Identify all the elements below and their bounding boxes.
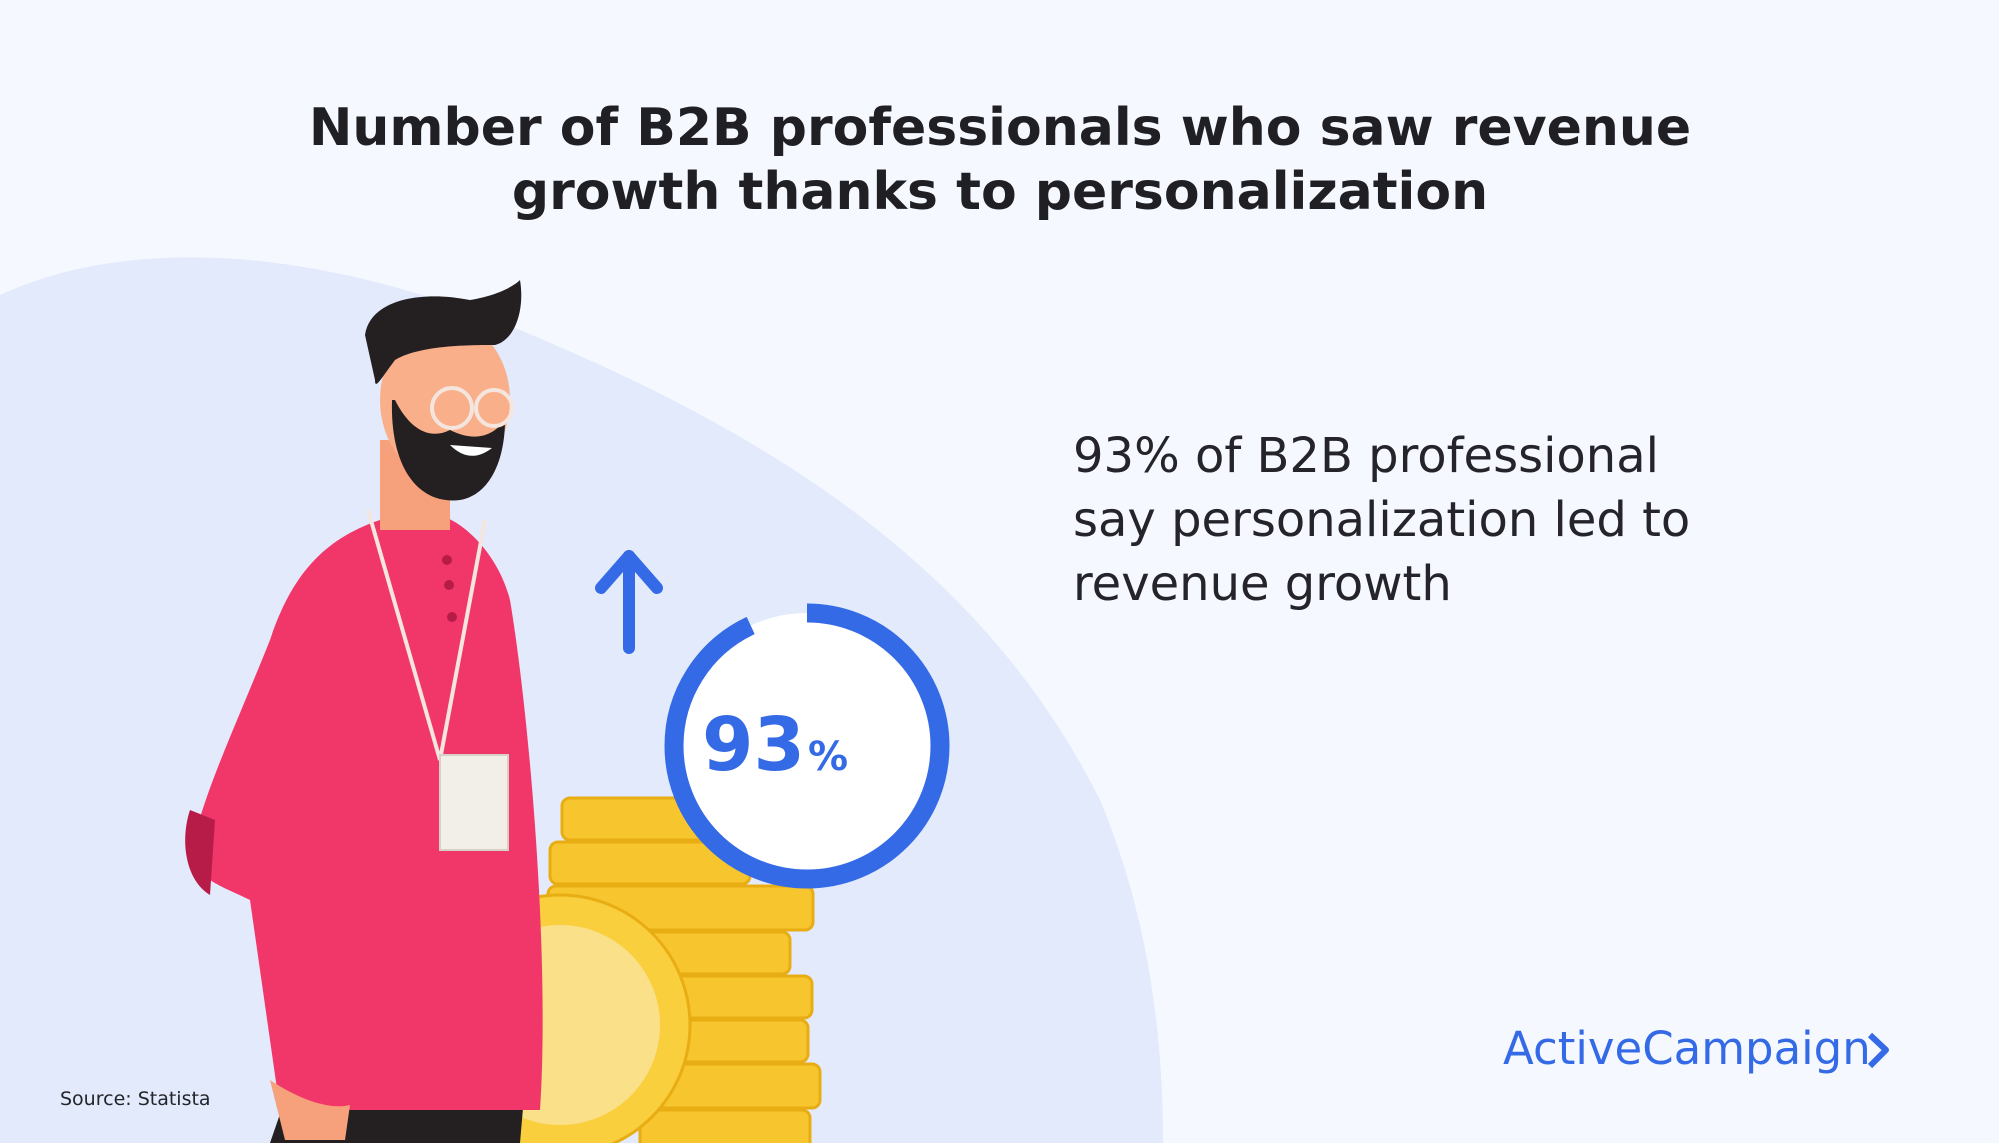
growth-arrow	[595, 550, 663, 654]
gauge-value: 93	[702, 702, 805, 788]
gauge-unit: %	[808, 734, 848, 780]
statement-line: say personalization led to	[1073, 492, 1690, 548]
statement-line: 93% of B2B professional	[1073, 428, 1659, 484]
title-line: growth thanks to personalization	[512, 162, 1488, 222]
brand-logo: ActiveCampaign	[1503, 1022, 1871, 1075]
gauge-arc	[664, 603, 950, 889]
person-illustration	[185, 280, 543, 1143]
statement: 93% of B2B professional say personalizat…	[1073, 428, 1690, 612]
title-line: Number of B2B professionals who saw reve…	[309, 98, 1691, 158]
gauge: 93 %	[664, 603, 950, 889]
source: Source: Statista	[60, 1088, 211, 1110]
statement-line: revenue growth	[1073, 556, 1452, 612]
brand-chevron	[1867, 1032, 1889, 1069]
gauge-face	[674, 613, 940, 879]
